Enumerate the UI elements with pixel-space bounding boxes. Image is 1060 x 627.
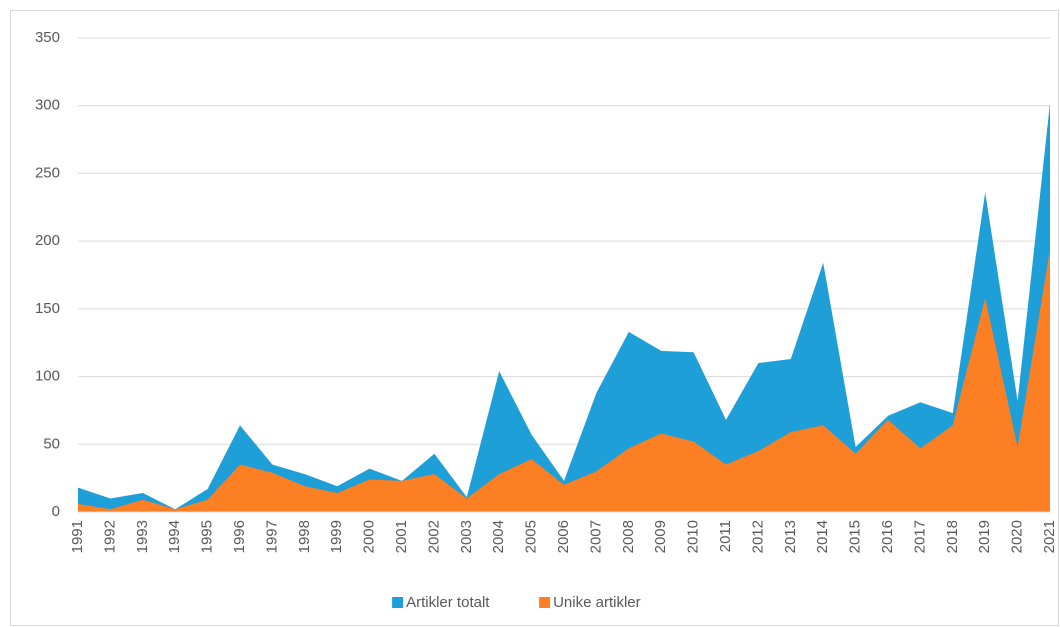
x-tick-label: 2010 — [685, 520, 702, 553]
x-tick-label: 2008 — [620, 520, 637, 553]
y-tick-label: 150 — [35, 300, 60, 317]
x-tick-label: 2014 — [814, 520, 831, 553]
x-tick-label: 2006 — [555, 520, 572, 553]
x-tick-label: 2011 — [717, 520, 734, 552]
x-tick-label: 2004 — [490, 520, 507, 553]
y-tick-label: 100 — [35, 368, 60, 385]
y-tick-label: 0 — [52, 503, 60, 520]
legend-swatch — [539, 597, 551, 608]
x-tick-label: 2001 — [393, 520, 410, 553]
x-tick-label: 2020 — [1009, 520, 1026, 553]
x-tick-label: 1997 — [263, 520, 280, 553]
x-tick-label: 1999 — [328, 520, 345, 553]
x-tick-label: 1992 — [101, 520, 118, 553]
chart-frame — [10, 10, 1059, 626]
x-tick-label: 1993 — [134, 520, 151, 553]
legend-label: Unike artikler — [553, 594, 641, 611]
x-tick-label: 1998 — [296, 520, 313, 553]
x-tick-label: 2016 — [879, 520, 896, 553]
x-tick-label: 2009 — [652, 520, 669, 553]
x-tick-label: 2000 — [361, 520, 378, 553]
x-tick-label: 2002 — [425, 520, 442, 553]
x-tick-label: 1994 — [166, 520, 183, 553]
x-tick-label: 2015 — [847, 520, 864, 553]
x-tick-label: 1991 — [69, 520, 86, 553]
y-tick-label: 300 — [35, 97, 60, 114]
legend-label: Artikler totalt — [406, 594, 490, 611]
area — [78, 249, 1050, 513]
y-tick-label: 50 — [43, 435, 60, 452]
x-tick-label: 1995 — [199, 520, 216, 553]
x-tick-label: 2021 — [1041, 520, 1058, 553]
x-tick-label: 2007 — [587, 520, 604, 553]
x-tick-label: 2012 — [749, 520, 766, 553]
x-tick-label: 2003 — [458, 520, 475, 553]
y-tick-label: 350 — [35, 29, 60, 46]
x-tick-label: 1996 — [231, 520, 248, 553]
y-tick-label: 200 — [35, 232, 60, 249]
legend-swatch — [392, 597, 404, 608]
x-tick-label: 2005 — [523, 520, 540, 553]
x-tick-label: 2017 — [911, 520, 928, 553]
x-tick-label: 2013 — [782, 520, 799, 553]
y-tick-label: 250 — [35, 164, 60, 181]
area — [78, 103, 1050, 513]
x-tick-label: 2018 — [944, 520, 961, 553]
x-tick-label: 2019 — [976, 520, 993, 553]
